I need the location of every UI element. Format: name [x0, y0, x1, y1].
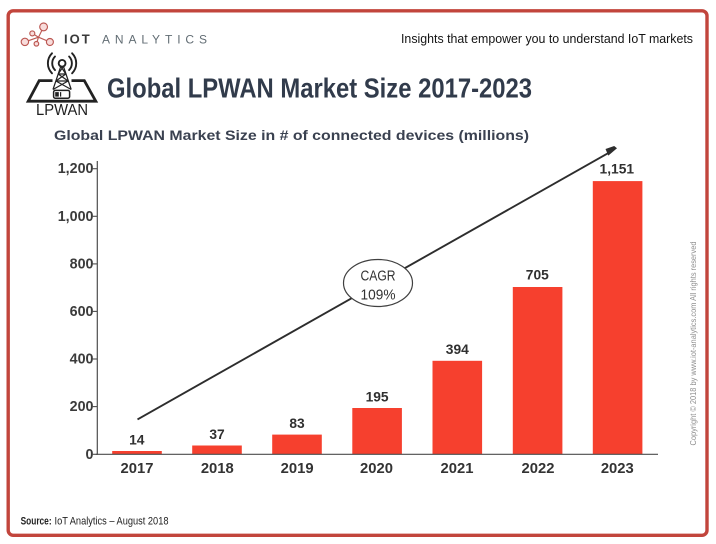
- svg-text:2018: 2018: [201, 461, 234, 477]
- svg-text:83: 83: [289, 416, 305, 431]
- svg-text:IoT Analytics – August 2018: IoT Analytics – August 2018: [55, 515, 169, 527]
- svg-text:Global LPWAN Market Size 2017-: Global LPWAN Market Size 2017-2023: [107, 73, 532, 104]
- svg-text:2023: 2023: [601, 461, 634, 477]
- svg-text:200: 200: [70, 399, 94, 415]
- svg-text:2017: 2017: [121, 461, 154, 477]
- svg-text:0: 0: [86, 447, 94, 463]
- svg-text:195: 195: [366, 389, 389, 404]
- svg-text:705: 705: [526, 267, 549, 282]
- svg-text:CAGR: CAGR: [361, 268, 396, 285]
- svg-text:Source:: Source:: [21, 515, 52, 527]
- svg-text:14: 14: [129, 433, 145, 448]
- svg-text:394: 394: [446, 342, 469, 357]
- svg-text:ANALYTICS: ANALYTICS: [102, 33, 212, 47]
- svg-text:Copyright © 2018 by www.iot-an: Copyright © 2018 by www.iot-analytics.co…: [688, 241, 698, 445]
- svg-text:109%: 109%: [361, 287, 396, 304]
- svg-text:37: 37: [209, 427, 225, 442]
- svg-text:2019: 2019: [281, 461, 314, 477]
- svg-text:1,151: 1,151: [600, 162, 635, 177]
- svg-text:2020: 2020: [360, 461, 393, 477]
- svg-text:Insights that empower you to u: Insights that empower you to understand …: [401, 31, 693, 46]
- svg-text:1,000: 1,000: [58, 209, 94, 225]
- svg-text:400: 400: [70, 352, 94, 368]
- svg-text:Global LPWAN Market Size in #: Global LPWAN Market Size in # of connect…: [54, 128, 529, 144]
- svg-text:1,200: 1,200: [58, 161, 94, 177]
- svg-text:2022: 2022: [522, 461, 555, 477]
- svg-text:800: 800: [70, 256, 94, 272]
- svg-text:IOT: IOT: [64, 32, 92, 47]
- svg-text:2021: 2021: [441, 461, 474, 477]
- svg-text:600: 600: [70, 304, 94, 320]
- svg-text:LPWAN: LPWAN: [36, 102, 88, 119]
